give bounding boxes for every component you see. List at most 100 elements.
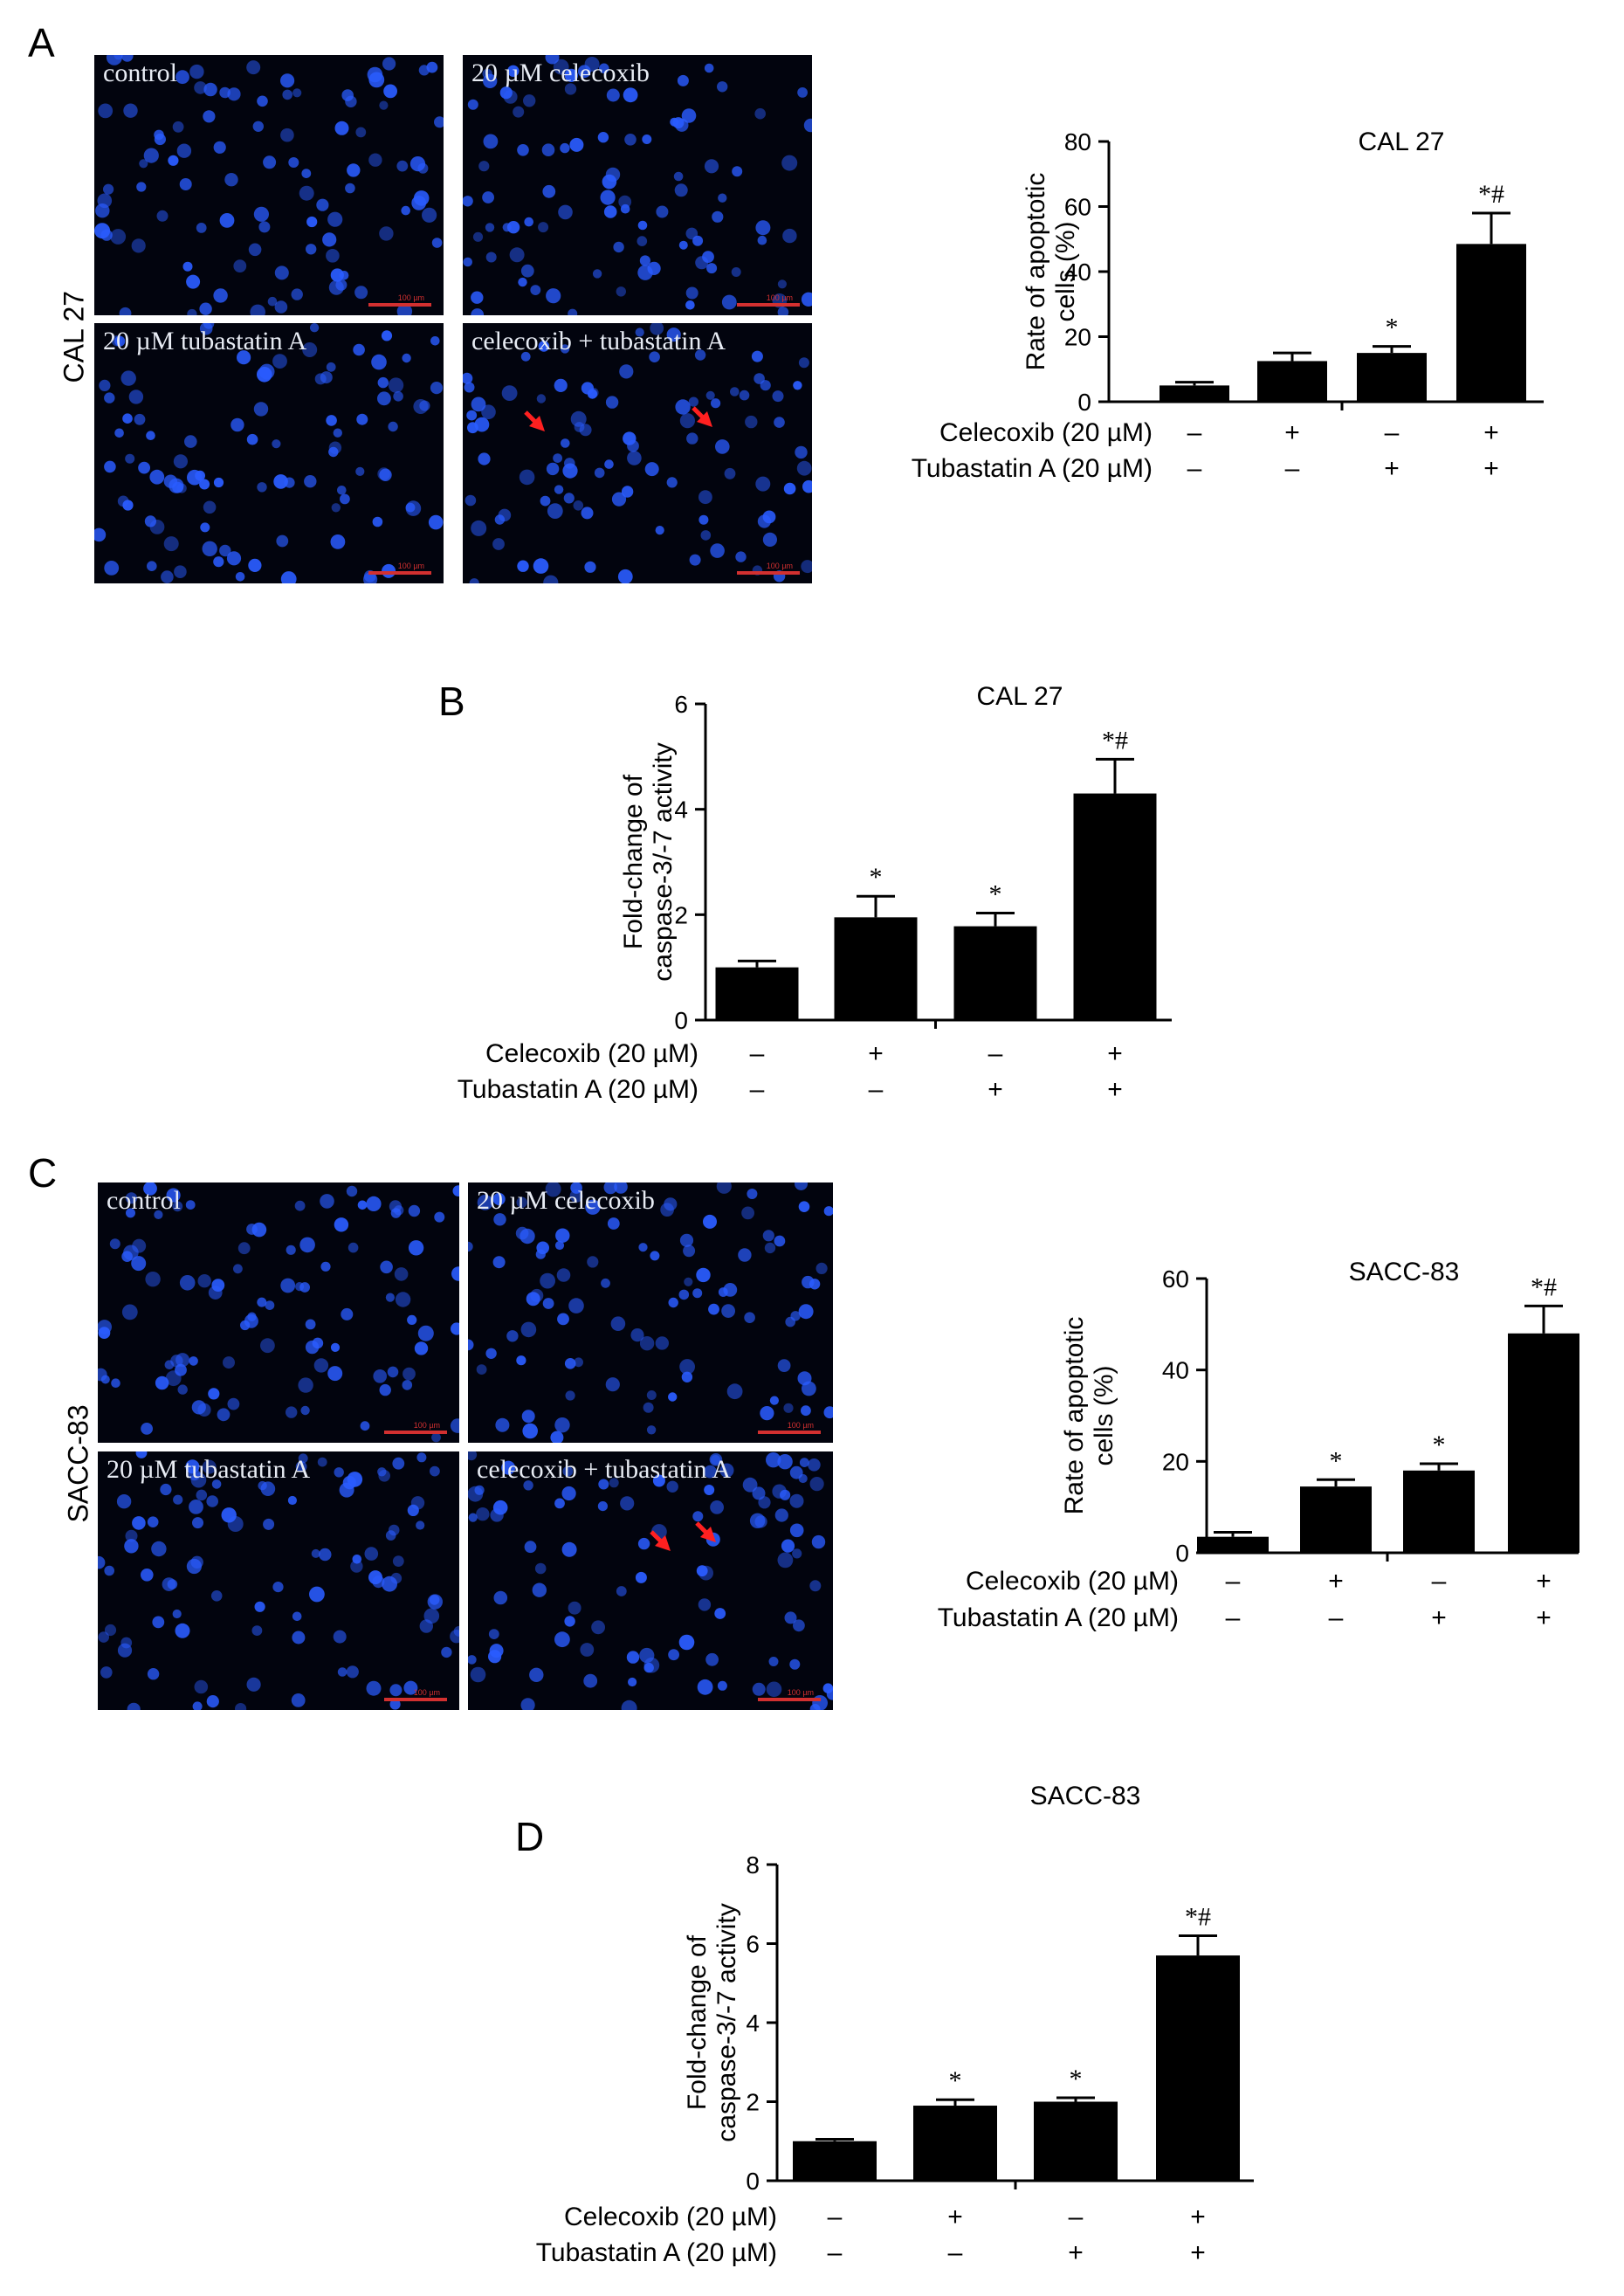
nucleus-mark — [704, 1485, 715, 1495]
nucleus-mark — [364, 1547, 379, 1561]
nucleus-mark — [377, 1467, 387, 1477]
nucleus-mark — [685, 286, 698, 300]
nucleus-mark — [219, 544, 231, 557]
nucleus-mark — [173, 454, 188, 469]
nucleus-mark — [774, 417, 785, 428]
nucleus-mark — [789, 1493, 804, 1508]
nucleus-mark — [206, 1495, 218, 1507]
nucleus-mark — [132, 1516, 146, 1530]
tubastatin-row-label: Tubastatin A (20 µM) — [912, 454, 1153, 483]
nucleus-mark — [538, 222, 549, 233]
nucleus-mark — [179, 178, 192, 190]
nucleus-mark — [441, 1646, 452, 1658]
bar — [1034, 2101, 1118, 2181]
nucleus-mark — [639, 255, 650, 266]
y-axis-label-line: Fold-change of — [683, 1934, 712, 2110]
nucleus-mark — [616, 286, 626, 297]
y-axis-label-line: Rate of apoptotic — [1022, 173, 1050, 371]
nucleus-mark — [199, 302, 212, 315]
nucleus-mark — [141, 1423, 153, 1435]
nucleus-mark — [502, 223, 512, 232]
cell-line-label-c: SACC-83 — [62, 1404, 94, 1523]
nucleus-mark — [579, 424, 592, 437]
micrograph-a-combination: celecoxib + tubastatin A 100 µm — [463, 323, 812, 583]
nucleus-mark — [144, 515, 156, 527]
nucleus-mark — [104, 561, 120, 576]
nucleus-mark — [588, 388, 599, 398]
micrograph-label: celecoxib + tubastatin A — [477, 1455, 732, 1484]
nucleus-mark — [196, 1489, 208, 1501]
y-axis-label: Rate of apoptoticcells (%) — [1060, 1317, 1118, 1515]
nucleus-mark — [560, 142, 570, 154]
nucleus-mark — [619, 364, 634, 379]
nucleus-mark — [226, 551, 242, 566]
nucleus-mark — [520, 1321, 537, 1338]
nucleus-mark — [390, 1572, 403, 1584]
nucleus-mark — [182, 261, 193, 272]
nucleus-mark — [644, 462, 659, 477]
nucleus-mark — [100, 1666, 113, 1679]
nucleus-mark — [306, 216, 318, 228]
nucleus-mark — [520, 1228, 535, 1245]
nucleus-mark — [717, 81, 728, 93]
nucleus-mark — [783, 482, 796, 495]
nucleus-mark — [309, 1586, 325, 1603]
chart-title: SACC-83 — [1349, 1258, 1460, 1286]
nucleus-mark — [719, 1463, 734, 1478]
nucleus-mark — [367, 66, 383, 83]
nucleus-mark — [464, 494, 477, 507]
nucleus-mark — [468, 1339, 474, 1351]
nucleus-mark — [333, 1630, 347, 1644]
nucleus-mark — [298, 1453, 308, 1464]
nucleus-mark — [284, 477, 295, 488]
nucleus-mark — [718, 193, 727, 203]
nucleus-mark — [156, 210, 169, 222]
nucleus-mark — [272, 354, 287, 369]
panel-letter-b: B — [438, 679, 465, 724]
scale-bar — [368, 571, 431, 575]
celecoxib-sign: – — [988, 1039, 1003, 1068]
nucleus-mark — [468, 1655, 477, 1665]
nucleus-mark — [330, 534, 346, 549]
nucleus-mark — [418, 65, 430, 76]
nucleus-mark — [554, 1498, 565, 1509]
nucleus-mark — [560, 344, 570, 354]
nucleus-mark — [643, 1657, 660, 1673]
nucleus-mark — [327, 211, 343, 227]
nucleus-mark — [172, 1201, 183, 1212]
nucleus-mark — [450, 1418, 459, 1433]
nucleus-mark — [104, 460, 116, 473]
nucleus-mark — [605, 167, 621, 183]
red-arrow-icon — [695, 1521, 716, 1542]
nucleus-mark — [366, 1680, 382, 1696]
nucleus-mark — [292, 1611, 302, 1622]
nucleus-mark — [754, 373, 765, 384]
micrograph-label: control — [107, 1186, 181, 1215]
nucleus-mark — [635, 1571, 647, 1583]
nucleus-mark — [160, 1483, 172, 1496]
nucleus-mark — [114, 335, 126, 347]
bar — [1073, 793, 1157, 1020]
nucleus-mark — [485, 223, 495, 232]
nucleus-mark — [304, 475, 317, 488]
nucleus-mark — [724, 467, 736, 479]
nucleus-mark — [546, 462, 560, 476]
tubastatin-sign: + — [1068, 2238, 1084, 2267]
celecoxib-sign: + — [1107, 1039, 1123, 1068]
nucleus-mark — [127, 1702, 141, 1710]
bar — [953, 926, 1037, 1020]
nucleus-mark — [678, 1289, 690, 1300]
nucleus-mark — [477, 1195, 493, 1210]
nucleus-mark — [764, 1242, 776, 1254]
nucleus-mark — [388, 421, 398, 432]
nucleus-mark — [199, 323, 213, 335]
nucleus-mark — [143, 1182, 157, 1196]
bar — [715, 967, 799, 1020]
nucleus-mark — [187, 308, 197, 315]
nucleus-mark — [164, 1360, 175, 1369]
nucleus-mark — [581, 507, 594, 520]
nucleus-mark — [524, 1541, 537, 1554]
nucleus-mark — [451, 1266, 459, 1281]
nucleus-mark — [197, 1403, 211, 1417]
nucleus-mark — [233, 259, 247, 272]
